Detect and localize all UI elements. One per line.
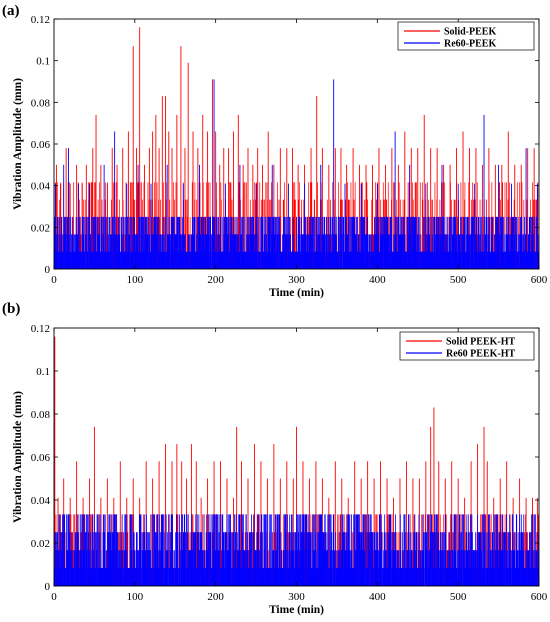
x-tick-label: 500 bbox=[450, 591, 467, 603]
y-tick-label: 0.1 bbox=[36, 56, 50, 68]
legend-box bbox=[397, 21, 535, 51]
y-tick-label: 0.12 bbox=[31, 323, 50, 335]
legend-label: Re60-PEEK bbox=[444, 39, 496, 50]
y-tick-label: 0.04 bbox=[31, 181, 51, 193]
panel-label: (a) bbox=[2, 3, 20, 19]
x-tick-label: 500 bbox=[450, 274, 467, 286]
series-re60-peek-floor bbox=[54, 216, 539, 269]
series-re60-peek-ht-floor bbox=[54, 514, 539, 586]
x-tick-label: 100 bbox=[127, 274, 144, 286]
x-tick-label: 600 bbox=[531, 591, 548, 603]
x-tick-label: 300 bbox=[288, 591, 305, 603]
panel-b: 0 100 200 300 400 500 600 0 0.02 0.04 0.06 0.08 0.1 0… bbox=[2, 301, 548, 616]
x-tick-label: 200 bbox=[207, 274, 224, 286]
y-tick-label: 0.02 bbox=[31, 538, 50, 550]
legend-label: Solid PEEK-HT bbox=[446, 337, 516, 348]
y-tick-label: 0.04 bbox=[31, 495, 51, 507]
y-tick-label: 0.08 bbox=[31, 409, 51, 421]
legend-label: Solid-PEEK bbox=[444, 27, 496, 38]
x-tick-label: 600 bbox=[531, 274, 548, 286]
y-tick-label: 0.02 bbox=[31, 222, 50, 234]
y-axis-title: Vibration Amplitude (mm) bbox=[12, 78, 24, 210]
legend-box bbox=[399, 331, 535, 361]
y-tick-label: 0 bbox=[45, 264, 51, 276]
y-tick-label: 0.12 bbox=[31, 14, 50, 26]
x-tick-label: 0 bbox=[51, 591, 57, 603]
x-axis-title: Time (min) bbox=[269, 287, 324, 299]
x-tick-label: 400 bbox=[369, 274, 386, 286]
x-tick-label: 0 bbox=[51, 274, 57, 286]
legend-label: Re60 PEEK-HT bbox=[446, 349, 515, 360]
y-tick-label: 0.1 bbox=[36, 366, 50, 378]
y-tick-label: 0.08 bbox=[31, 97, 51, 109]
plot-marks bbox=[54, 27, 539, 269]
x-tick-label: 300 bbox=[288, 274, 305, 286]
y-tick-label: 0.06 bbox=[31, 139, 51, 151]
plot-marks bbox=[54, 336, 539, 586]
x-tick-label: 400 bbox=[369, 591, 386, 603]
y-tick-label: 0.06 bbox=[31, 452, 51, 464]
x-tick-label: 200 bbox=[207, 591, 224, 603]
panel-label: (b) bbox=[2, 301, 20, 317]
y-axis-title: Vibration Amplitude (mm) bbox=[12, 391, 24, 523]
x-axis-title: Time (min) bbox=[269, 604, 324, 616]
y-tick-label: 0 bbox=[45, 581, 51, 593]
panel-a: 0 100 200 300 400 500 600 0 0.02 0.04 0.06 0.08 0.1 0… bbox=[2, 3, 548, 299]
x-tick-label: 100 bbox=[127, 591, 144, 603]
series-re60-peek-peaks bbox=[55, 79, 538, 269]
